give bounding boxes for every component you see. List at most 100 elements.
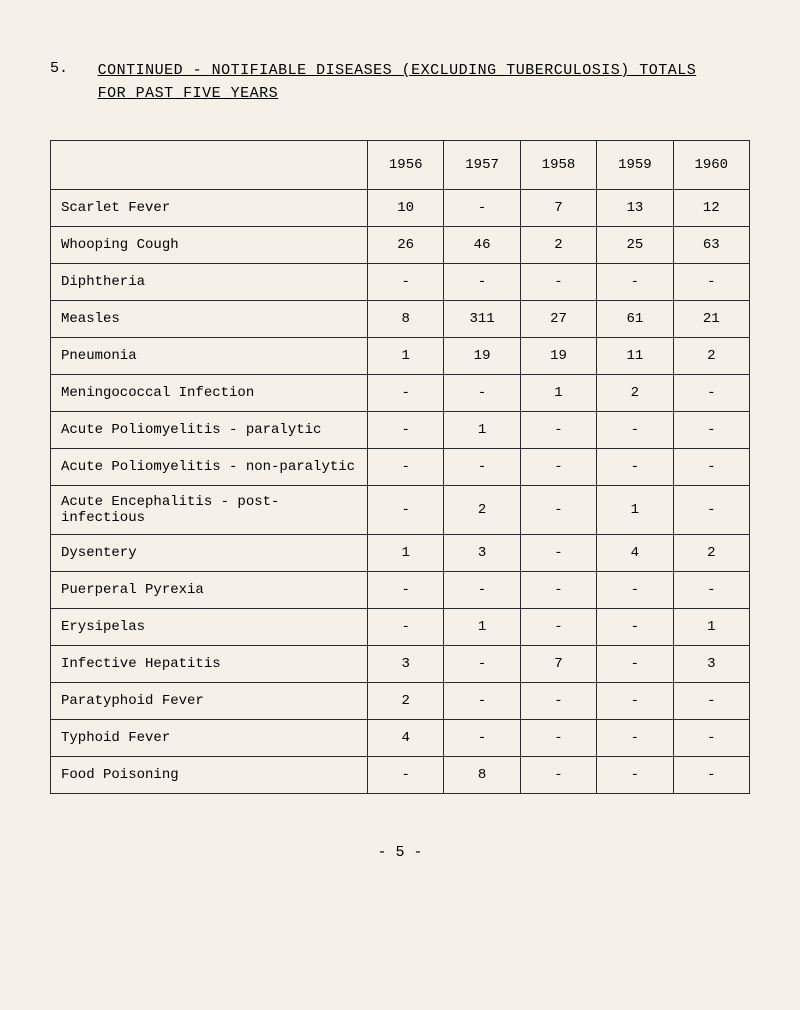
data-cell: 19 (444, 338, 520, 375)
data-cell: 26 (368, 227, 444, 264)
data-cell: - (444, 720, 520, 757)
data-cell: 1 (673, 609, 749, 646)
table-body: Scarlet Fever10-71312Whooping Cough26462… (51, 190, 750, 794)
table-row: Acute Poliomyelitis - non-paralytic----- (51, 449, 750, 486)
data-cell: 2 (444, 486, 520, 535)
data-cell: - (520, 535, 596, 572)
data-cell: - (597, 572, 673, 609)
table-row: Food Poisoning-8--- (51, 757, 750, 794)
table-row: Acute Encephalitis - post-infectious-2-1… (51, 486, 750, 535)
data-cell: - (444, 449, 520, 486)
data-cell: - (673, 720, 749, 757)
header-blank (51, 141, 368, 190)
data-cell: - (368, 449, 444, 486)
data-cell: 27 (520, 301, 596, 338)
data-cell: - (444, 572, 520, 609)
data-cell: 1 (444, 412, 520, 449)
data-cell: 19 (520, 338, 596, 375)
data-cell: 25 (597, 227, 673, 264)
table-row: Typhoid Fever4---- (51, 720, 750, 757)
data-cell: 2 (597, 375, 673, 412)
page-number: - 5 - (50, 844, 750, 861)
data-cell: - (673, 486, 749, 535)
header-year-0: 1956 (368, 141, 444, 190)
data-cell: 21 (673, 301, 749, 338)
data-cell: - (597, 609, 673, 646)
data-cell: - (520, 572, 596, 609)
disease-label: Acute Encephalitis - post-infectious (51, 486, 368, 535)
disease-label: Scarlet Fever (51, 190, 368, 227)
table-row: Scarlet Fever10-71312 (51, 190, 750, 227)
data-cell: - (597, 412, 673, 449)
data-cell: - (368, 264, 444, 301)
data-cell: - (673, 572, 749, 609)
data-cell: - (368, 572, 444, 609)
data-cell: 7 (520, 190, 596, 227)
table-row: Measles8311276121 (51, 301, 750, 338)
data-cell: 2 (368, 683, 444, 720)
data-cell: 3 (444, 535, 520, 572)
data-cell: - (597, 757, 673, 794)
data-cell: - (673, 757, 749, 794)
data-cell: - (597, 683, 673, 720)
header-row: 1956 1957 1958 1959 1960 (51, 141, 750, 190)
data-cell: - (673, 449, 749, 486)
data-cell: - (520, 412, 596, 449)
title-block: CONTINUED - NOTIFIABLE DISEASES (EXCLUDI… (98, 60, 697, 105)
data-cell: 11 (597, 338, 673, 375)
data-cell: - (520, 720, 596, 757)
disease-label: Erysipelas (51, 609, 368, 646)
data-cell: 13 (597, 190, 673, 227)
data-cell: 311 (444, 301, 520, 338)
data-cell: 4 (368, 720, 444, 757)
disease-label: Typhoid Fever (51, 720, 368, 757)
header-year-4: 1960 (673, 141, 749, 190)
data-cell: - (673, 412, 749, 449)
disease-label: Whooping Cough (51, 227, 368, 264)
disease-label: Food Poisoning (51, 757, 368, 794)
data-cell: 4 (597, 535, 673, 572)
data-cell: - (520, 757, 596, 794)
data-cell: - (368, 412, 444, 449)
data-cell: 1 (597, 486, 673, 535)
data-cell: - (368, 609, 444, 646)
title-line-1: CONTINUED - NOTIFIABLE DISEASES (EXCLUDI… (98, 60, 697, 83)
table-row: Puerperal Pyrexia----- (51, 572, 750, 609)
diseases-table: 1956 1957 1958 1959 1960 Scarlet Fever10… (50, 140, 750, 794)
table-row: Diphtheria----- (51, 264, 750, 301)
disease-label: Dysentery (51, 535, 368, 572)
data-cell: 1 (520, 375, 596, 412)
disease-label: Infective Hepatitis (51, 646, 368, 683)
data-cell: - (444, 375, 520, 412)
data-cell: - (597, 720, 673, 757)
table-row: Paratyphoid Fever2---- (51, 683, 750, 720)
disease-label: Measles (51, 301, 368, 338)
data-cell: - (444, 646, 520, 683)
data-cell: - (520, 609, 596, 646)
data-cell: 46 (444, 227, 520, 264)
header-year-2: 1958 (520, 141, 596, 190)
header-year-1: 1957 (444, 141, 520, 190)
disease-label: Acute Poliomyelitis - non-paralytic (51, 449, 368, 486)
disease-label: Diphtheria (51, 264, 368, 301)
data-cell: 63 (673, 227, 749, 264)
disease-label: Paratyphoid Fever (51, 683, 368, 720)
disease-label: Pneumonia (51, 338, 368, 375)
data-cell: 8 (368, 301, 444, 338)
table-row: Erysipelas-1--1 (51, 609, 750, 646)
section-number: 5. (50, 60, 68, 77)
data-cell: - (673, 375, 749, 412)
data-cell: - (673, 264, 749, 301)
data-cell: 10 (368, 190, 444, 227)
data-cell: - (597, 646, 673, 683)
section-header: 5. CONTINUED - NOTIFIABLE DISEASES (EXCL… (50, 60, 750, 105)
table-row: Meningococcal Infection--12- (51, 375, 750, 412)
data-cell: 2 (673, 338, 749, 375)
data-cell: - (597, 449, 673, 486)
table-row: Whooping Cough264622563 (51, 227, 750, 264)
disease-label: Meningococcal Infection (51, 375, 368, 412)
data-cell: - (368, 486, 444, 535)
table-row: Pneumonia11919112 (51, 338, 750, 375)
data-cell: 12 (673, 190, 749, 227)
data-cell: - (520, 264, 596, 301)
